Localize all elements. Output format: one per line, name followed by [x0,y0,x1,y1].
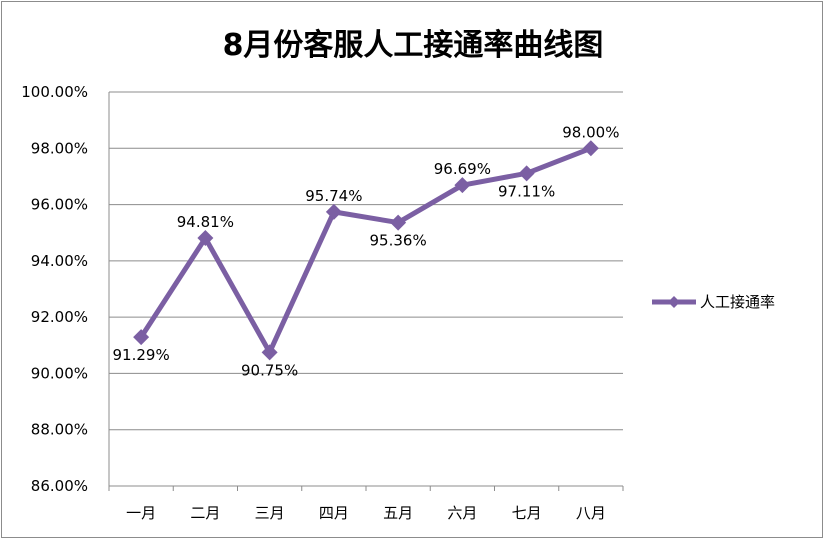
y-tick-label: 86.00% [31,477,88,495]
x-tick-label: 七月 [512,504,542,522]
series [133,140,599,361]
data-label: 95.36% [370,232,427,250]
legend-label: 人工接通率 [700,293,775,311]
y-tick-label: 92.00% [31,308,88,326]
series-line [138,145,594,355]
data-label: 96.69% [434,160,491,178]
data-point-marker [454,177,471,194]
y-axis: 86.00% 88.00% 90.00% 92.00% 94.00% 96.00% 98.0… [21,83,110,495]
x-tick-label: 四月 [319,504,349,522]
data-label: 98.00% [562,123,619,141]
data-point-marker [197,230,214,247]
y-tick-label: 94.00% [31,252,88,270]
x-tick-label: 五月 [383,504,413,522]
y-tick-label: 98.00% [31,139,88,157]
legend: 人工接通率 [652,293,775,311]
data-point-marker [133,329,150,346]
x-tick-label: 八月 [576,504,606,522]
data-label: 97.11% [498,182,555,200]
data-label: 94.81% [177,213,234,231]
data-point-marker [325,203,342,220]
chart-title: 8月份客服人工接通率曲线图 [223,28,604,63]
data-point-marker [261,344,278,361]
data-labels: 91.29% 94.81% 90.75% 95.74% 95.36% 96.69% 97.1… [113,123,620,379]
data-point-marker [390,214,407,231]
y-tick-label: 96.00% [31,196,88,214]
data-label: 90.75% [241,361,298,379]
data-label: 91.29% [113,346,170,364]
x-tick-label: 六月 [447,504,477,522]
legend-diamond-marker [668,296,680,308]
data-point-marker [518,165,535,182]
y-tick-label: 88.00% [31,421,88,439]
x-tick-label: 二月 [190,504,220,522]
data-label: 95.74% [305,187,362,205]
x-tick-label: 一月 [126,504,156,522]
gridlines [109,91,623,487]
x-tick-label: 三月 [255,504,285,522]
data-point-marker [582,140,599,157]
y-tick-label: 100.00% [21,83,88,101]
x-axis: 一月 二月 三月 四月 五月 六月 七月 八月 [108,486,624,522]
y-tick-label: 90.00% [31,364,88,382]
